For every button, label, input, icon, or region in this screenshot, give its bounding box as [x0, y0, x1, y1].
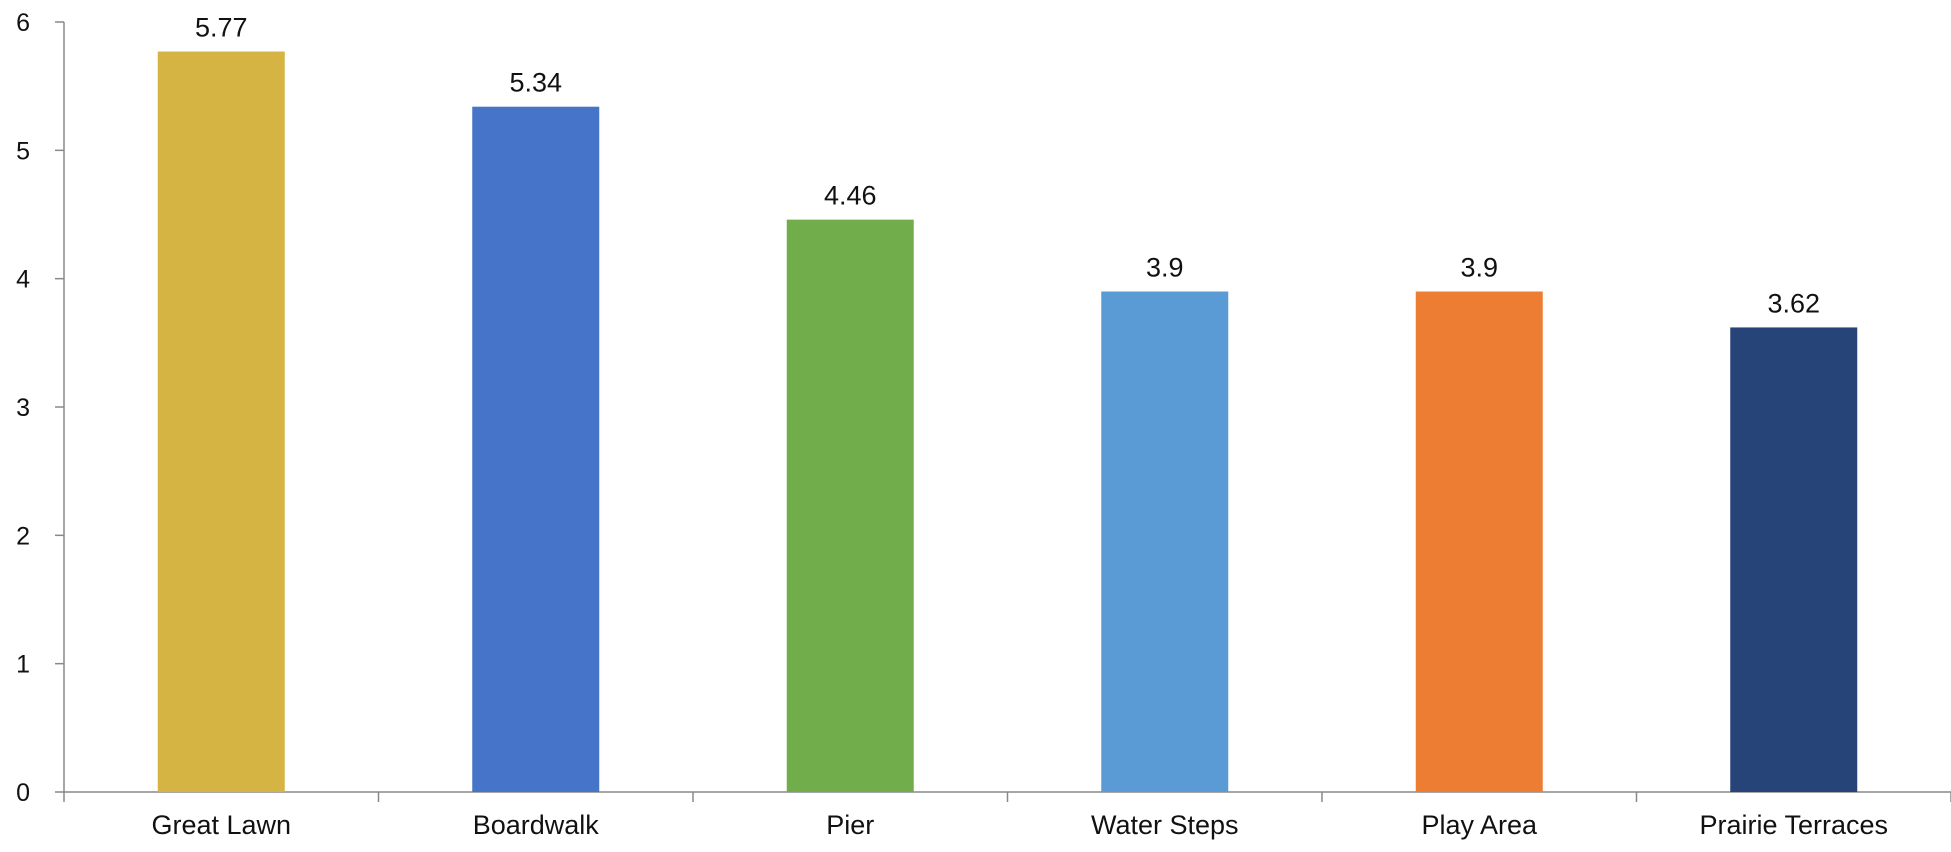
- data-label: 4.46: [824, 181, 877, 211]
- bar-prairie-terraces: [1730, 327, 1858, 792]
- x-tick-label: Great Lawn: [151, 810, 291, 840]
- x-axis: Great Lawn Boardwalk Pier Water Steps Play A…: [63, 791, 1951, 840]
- bar-water-steps: [1101, 291, 1229, 792]
- bar-great-lawn: [157, 51, 285, 793]
- y-tick-label: 0: [16, 779, 30, 807]
- bar-boardwalk: [472, 106, 600, 792]
- data-label: 3.62: [1767, 288, 1820, 318]
- y-tick-label: 5: [16, 137, 30, 165]
- y-tick-label: 1: [16, 651, 30, 679]
- y-tick-label: 2: [16, 522, 30, 550]
- x-tick-label: Pier: [826, 810, 874, 840]
- x-tick-label: Boardwalk: [473, 810, 600, 840]
- y-tick-label: 4: [16, 266, 30, 294]
- y-tick-label: 3: [16, 394, 30, 422]
- x-tick-label: Prairie Terraces: [1699, 810, 1888, 840]
- y-axis: 0 1 2 3 4 5 6: [16, 9, 65, 807]
- data-label: 3.9: [1460, 253, 1498, 283]
- data-label: 3.9: [1146, 253, 1184, 283]
- y-tick-label: 6: [16, 9, 30, 37]
- bar-pier: [786, 219, 914, 793]
- bar-play-area: [1415, 291, 1543, 792]
- data-label: 5.34: [509, 68, 562, 98]
- data-label: 5.77: [195, 13, 248, 43]
- x-tick-label: Play Area: [1421, 810, 1538, 840]
- x-tick-label: Water Steps: [1091, 810, 1239, 840]
- data-labels: 5.77 5.34 4.46 3.9 3.9 3.62: [195, 13, 1820, 319]
- bars: [157, 51, 1858, 793]
